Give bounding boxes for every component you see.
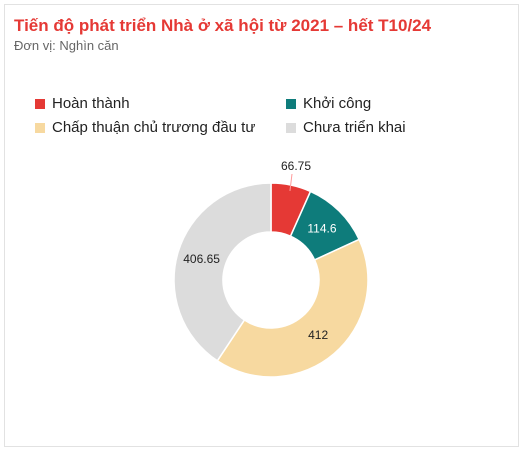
leader-line-hoan-thanh [289,173,293,192]
legend-item-chap-thuan: Chấp thuận chủ trương đầu tư [35,119,255,136]
chart-subtitle: Đơn vị: Nghìn căn [14,38,119,53]
legend-label-chap-thuan: Chấp thuận chủ trương đầu tư [52,119,256,136]
legend-item-hoan-thanh: Hoàn thành [35,95,130,112]
legend-item-khoi-cong: Khởi công [286,95,371,112]
legend-label-hoan-thanh: Hoàn thành [52,95,130,112]
slice-chua-trien-khai [173,182,272,362]
legend-swatch-hoan-thanh [35,98,45,109]
legend-label-chua-trien-khai: Chưa triển khai [303,119,406,136]
legend-item-chua-trien-khai: Chưa triển khai [286,119,406,136]
legend-swatch-chap-thuan [35,122,45,133]
data-label-chap-thuan: 412 [308,328,328,342]
slice-chap-thuan [216,238,369,378]
legend-swatch-khoi-cong [286,98,296,109]
data-label-chua-trien-khai: 406.65 [183,252,220,266]
legend-label-khoi-cong: Khởi công [303,95,372,112]
data-label-khoi-cong: 114.6 [307,221,336,235]
chart-title: Tiến độ phát triển Nhà ở xã hội từ 2021 … [14,16,432,35]
legend-swatch-chua-trien-khai [286,122,296,133]
data-label-hoan-thanh: 66.75 [281,159,311,173]
